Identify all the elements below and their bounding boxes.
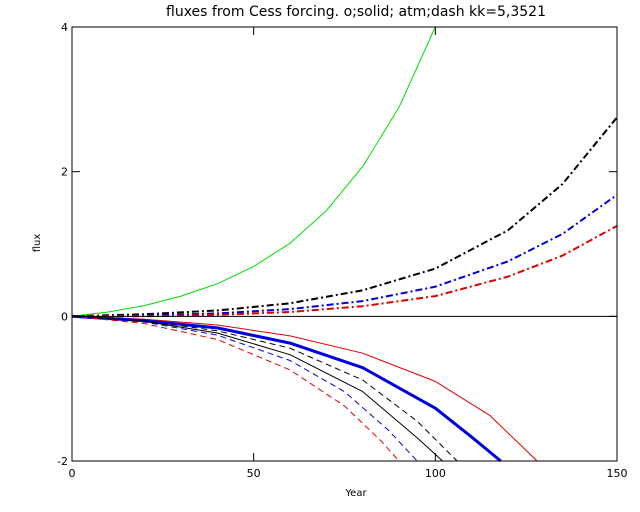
series-line-4 xyxy=(72,225,618,318)
series-line-8 xyxy=(71,315,443,462)
series-line-10 xyxy=(71,315,400,462)
series-line-6 xyxy=(71,314,502,463)
series-line-9 xyxy=(71,315,418,462)
y-tick-label: 0 xyxy=(61,310,68,323)
series-line-2 xyxy=(71,116,618,318)
chart-title: fluxes from Cess forcing. o;solid; atm;d… xyxy=(166,4,546,20)
series-line-1 xyxy=(71,26,436,317)
y-axis-label: flux xyxy=(32,234,43,253)
x-tick-label: 0 xyxy=(69,467,76,480)
x-tick-label: 50 xyxy=(247,467,261,480)
y-tick-label: -2 xyxy=(57,455,68,468)
x-axis-label: Year xyxy=(344,488,367,499)
series-line-3 xyxy=(71,193,618,318)
series-line-7 xyxy=(71,315,458,462)
series-layer xyxy=(71,26,618,463)
x-tick-label: 150 xyxy=(607,467,628,480)
plot-frame xyxy=(71,26,618,462)
series-line-5 xyxy=(71,315,538,462)
x-tick-label: 100 xyxy=(425,467,446,480)
y-tick-label: 2 xyxy=(61,166,68,179)
y-tick-label: 4 xyxy=(61,21,68,34)
